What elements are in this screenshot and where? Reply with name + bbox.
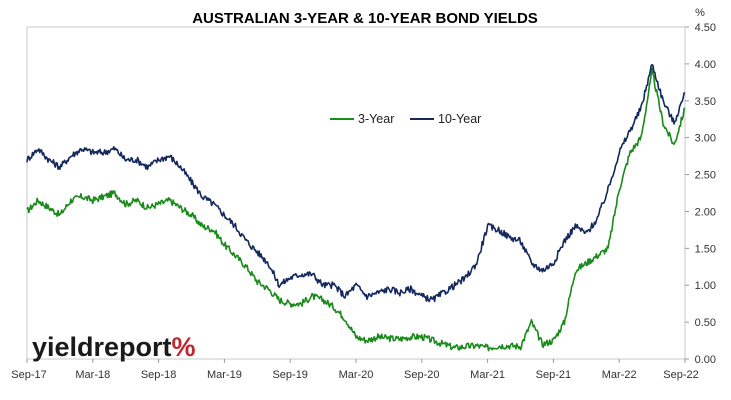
series-line-10-year (26, 63, 686, 303)
x-tick-label: Sep-18 (141, 369, 176, 381)
y-tick-label: 0.00 (695, 354, 716, 366)
x-tick-label: Mar-22 (602, 369, 637, 381)
x-tick-label: Sep-21 (536, 369, 571, 381)
logo-main-text: yieldreport (32, 332, 172, 362)
logo-text: yieldreport% (32, 332, 196, 362)
y-tick-label: 3.50 (695, 96, 716, 108)
x-axis: Sep-17 Mar-18 Sep-18 Mar-19 Sep-19 Mar-20 Sep-… (11, 359, 699, 381)
legend: 3-Year 10-Year (330, 112, 481, 126)
y-tick-label: 3.00 (695, 133, 716, 145)
y-tick-label: 4.50 (695, 22, 716, 34)
y-tick-label: 2.50 (695, 170, 716, 182)
series-line-3-year (26, 67, 686, 352)
x-tick-label: Mar-18 (75, 369, 110, 381)
x-tick-label: Sep-17 (11, 369, 46, 381)
x-tick-label: Mar-20 (339, 369, 374, 381)
x-tick-label: Sep-22 (663, 369, 698, 381)
y-axis: 0.00 0.50 1.00 1.50 2.00 2.50 3.00 3.50 4.00 4.50 (685, 22, 716, 366)
y-tick-label: 2.00 (695, 206, 716, 218)
y-tick-label: 1.50 (695, 243, 716, 255)
series-lines (26, 63, 686, 352)
y-tick-label: 1.00 (695, 280, 716, 292)
x-tick-label: Mar-21 (470, 369, 505, 381)
y-tick-label: 0.50 (695, 317, 716, 329)
x-tick-label: Mar-19 (207, 369, 242, 381)
y-axis-unit-label: % (695, 7, 705, 19)
x-tick-label: Sep-19 (272, 369, 307, 381)
logo-percent-symbol: % (172, 332, 196, 362)
chart-title: AUSTRALIAN 3-YEAR & 10-YEAR BOND YIELDS (192, 10, 538, 27)
yieldreport-logo: yieldreport% (32, 332, 196, 362)
y-tick-label: 4.00 (695, 59, 716, 71)
legend-label: 3-Year (358, 112, 394, 126)
x-tick-label: Sep-20 (404, 369, 439, 381)
legend-label: 10-Year (438, 112, 481, 126)
